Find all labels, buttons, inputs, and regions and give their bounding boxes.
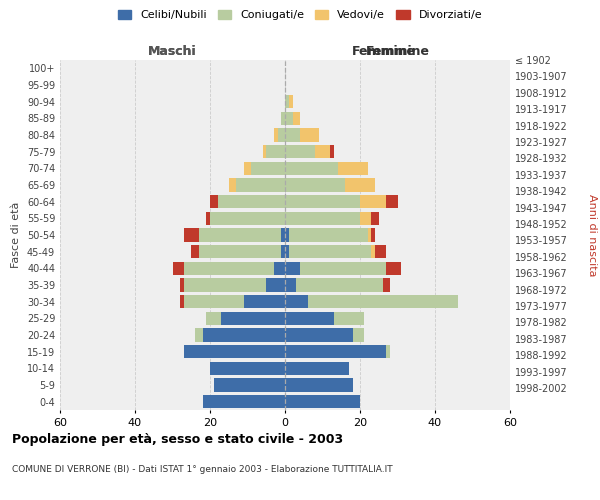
Bar: [360, 195, 386, 208]
Text: Popolazione per età, sesso e stato civile - 2003: Popolazione per età, sesso e stato civil…: [12, 432, 343, 446]
Text: Femmine: Femmine: [365, 45, 430, 58]
Bar: [289, 228, 367, 241]
Bar: [274, 262, 285, 275]
Bar: [277, 128, 285, 141]
Bar: [285, 362, 349, 375]
Bar: [285, 378, 353, 392]
Bar: [214, 378, 285, 392]
Bar: [371, 212, 379, 225]
Bar: [330, 145, 334, 158]
Bar: [285, 112, 293, 125]
Bar: [334, 312, 364, 325]
Bar: [184, 262, 274, 275]
Bar: [203, 328, 285, 342]
Bar: [367, 228, 371, 241]
Bar: [221, 312, 285, 325]
Bar: [337, 162, 367, 175]
Bar: [300, 128, 319, 141]
Bar: [289, 245, 371, 258]
Bar: [184, 228, 199, 241]
Bar: [199, 245, 281, 258]
Text: Maschi: Maschi: [148, 45, 197, 58]
Y-axis label: Fasce di età: Fasce di età: [11, 202, 21, 268]
Bar: [315, 145, 330, 158]
Bar: [180, 295, 184, 308]
Bar: [210, 195, 218, 208]
Bar: [191, 245, 199, 258]
Bar: [285, 345, 386, 358]
Bar: [180, 278, 184, 291]
Text: COMUNE DI VERRONE (BI) - Dati ISTAT 1° gennaio 2003 - Elaborazione TUTTITALIA.IT: COMUNE DI VERRONE (BI) - Dati ISTAT 1° g…: [12, 466, 392, 474]
Bar: [285, 95, 289, 108]
Bar: [173, 262, 184, 275]
Bar: [383, 278, 390, 291]
Bar: [236, 178, 285, 192]
Bar: [285, 278, 296, 291]
Bar: [285, 178, 345, 192]
Bar: [195, 328, 203, 342]
Bar: [285, 195, 360, 208]
Bar: [229, 178, 236, 192]
Bar: [386, 262, 401, 275]
Bar: [285, 228, 289, 241]
Bar: [281, 245, 285, 258]
Bar: [184, 345, 285, 358]
Bar: [285, 212, 360, 225]
Bar: [274, 128, 277, 141]
Bar: [199, 228, 281, 241]
Legend: Celibi/Nubili, Coniugati/e, Vedovi/e, Divorziati/e: Celibi/Nubili, Coniugati/e, Vedovi/e, Di…: [113, 6, 487, 25]
Bar: [184, 278, 266, 291]
Bar: [210, 362, 285, 375]
Bar: [285, 162, 337, 175]
Bar: [285, 128, 300, 141]
Bar: [308, 295, 458, 308]
Bar: [266, 278, 285, 291]
Bar: [285, 328, 353, 342]
Bar: [345, 178, 375, 192]
Bar: [281, 228, 285, 241]
Bar: [296, 278, 383, 291]
Bar: [206, 312, 221, 325]
Bar: [371, 245, 375, 258]
Bar: [244, 295, 285, 308]
Bar: [371, 228, 375, 241]
Bar: [184, 295, 244, 308]
Bar: [375, 245, 386, 258]
Bar: [386, 195, 398, 208]
Bar: [386, 345, 390, 358]
Bar: [251, 162, 285, 175]
Bar: [218, 195, 285, 208]
Bar: [244, 162, 251, 175]
Bar: [285, 312, 334, 325]
Bar: [206, 212, 210, 225]
Bar: [293, 112, 300, 125]
Bar: [285, 262, 300, 275]
Text: Femmine: Femmine: [352, 45, 416, 58]
Bar: [289, 95, 293, 108]
Bar: [203, 395, 285, 408]
Bar: [285, 245, 289, 258]
Bar: [281, 112, 285, 125]
Text: Maschi: Maschi: [148, 45, 197, 58]
Bar: [285, 145, 315, 158]
Bar: [300, 262, 386, 275]
Bar: [266, 145, 285, 158]
Bar: [263, 145, 266, 158]
Bar: [360, 212, 371, 225]
Bar: [210, 212, 285, 225]
Bar: [285, 395, 360, 408]
Bar: [353, 328, 364, 342]
Bar: [285, 295, 308, 308]
Y-axis label: Anni di nascita: Anni di nascita: [587, 194, 597, 276]
